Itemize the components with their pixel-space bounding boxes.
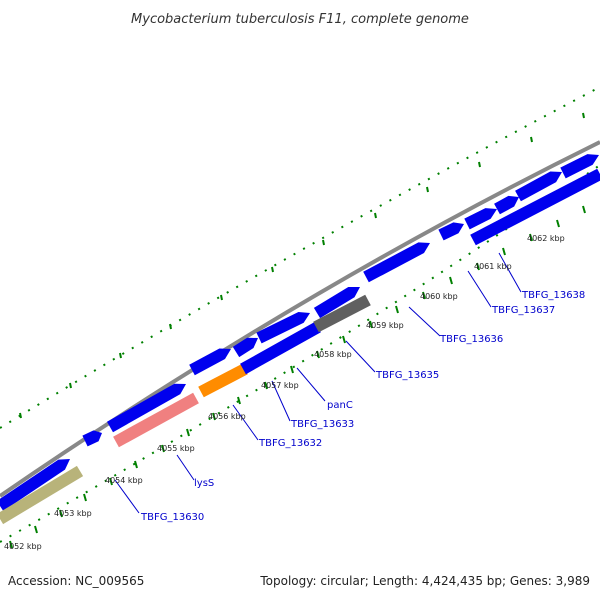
tick-label: 4058 kbp	[314, 350, 352, 359]
gene-label-tbfg-13630[interactable]: TBFG_13630	[140, 512, 204, 523]
scale-tick	[69, 382, 72, 389]
outer-dotted-arc	[0, 86, 600, 429]
genome-stats-text: Topology: circular; Length: 4,424,435 bp…	[259, 574, 590, 588]
scale-tick	[529, 233, 533, 242]
gene-arrow[interactable]	[82, 430, 102, 447]
scale-tick	[264, 381, 268, 390]
gene-features	[0, 154, 600, 525]
scale-tick	[342, 335, 346, 344]
scale-tick	[530, 136, 533, 143]
scale-tick	[9, 540, 13, 549]
scale-tick	[478, 161, 481, 168]
tick-label: 4056 kbp	[208, 412, 246, 421]
scale-tick	[449, 276, 453, 285]
gene-label-tbfg-13633[interactable]: TBFG_13633	[290, 419, 354, 430]
map-title: Mycobacterium tuberculosis F11, complete…	[131, 12, 469, 27]
scale-tick	[582, 112, 585, 119]
gene-arrow[interactable]	[560, 154, 599, 179]
gene-arrow[interactable]	[0, 459, 70, 511]
scale-tick	[186, 428, 190, 437]
gene-label-lyss[interactable]: lysS	[194, 478, 214, 489]
gene-arrow[interactable]	[240, 321, 321, 375]
scale-tick	[556, 219, 560, 228]
tick-label: 4055 kbp	[157, 444, 195, 453]
scale-tick	[19, 412, 22, 419]
tick-label: 4059 kbp	[366, 321, 404, 330]
scale-tick	[83, 493, 87, 502]
gene-arrow[interactable]	[494, 195, 519, 215]
gene-arrow[interactable]	[198, 363, 248, 398]
label-leader-line	[114, 479, 140, 514]
scale-tick	[502, 247, 506, 256]
scale-tick	[119, 352, 122, 359]
accession-text: Accession: NC_009565	[8, 574, 144, 588]
scale-tick	[212, 412, 216, 421]
label-leader-line	[345, 340, 376, 373]
gene-arrow[interactable]	[363, 242, 430, 283]
gene-arrow[interactable]	[113, 392, 199, 448]
gene-label-tbfg-13635[interactable]: TBFG_13635	[375, 370, 439, 381]
gene-arrow[interactable]	[0, 465, 84, 525]
label-leader-line	[296, 367, 326, 402]
scale-tick	[582, 205, 586, 214]
label-leader-line	[176, 454, 195, 481]
gene-label-tbfg-13638[interactable]: TBFG_13638	[521, 290, 585, 301]
scale-tick	[237, 396, 241, 405]
label-leader-line	[498, 252, 522, 293]
scale-tick	[322, 239, 325, 246]
scale-tick	[59, 509, 63, 518]
scale-tick-labels: 4052 kbp 4053 kbp 4054 kbp 4055 kbp 4056…	[4, 234, 565, 551]
label-leader-line	[271, 380, 291, 422]
gene-arrow[interactable]	[470, 168, 600, 246]
gene-label-tbfg-13632[interactable]: TBFG_13632	[258, 438, 322, 449]
label-leader-line	[232, 404, 259, 441]
scale-tick	[426, 186, 429, 193]
tick-label: 4057 kbp	[261, 381, 299, 390]
tick-label: 4061 kbp	[474, 262, 512, 271]
gene-arrow[interactable]	[464, 208, 497, 230]
scale-tick	[374, 212, 377, 219]
gene-arrow[interactable]	[438, 222, 464, 241]
scale-ticks	[9, 112, 586, 549]
tick-label: 4053 kbp	[54, 509, 92, 518]
gene-arrow[interactable]	[107, 383, 186, 433]
gene-label-panc[interactable]: panC	[327, 400, 353, 411]
gene-label-tbfg-13636[interactable]: TBFG_13636	[439, 334, 503, 345]
tick-label: 4052 kbp	[4, 542, 42, 551]
gene-arrow[interactable]	[256, 312, 310, 344]
scale-tick	[271, 266, 274, 273]
scale-tick	[422, 291, 426, 300]
scale-tick	[34, 525, 38, 534]
scale-tick	[290, 365, 294, 374]
scale-tick	[134, 460, 138, 469]
gene-label-tbfg-13637[interactable]: TBFG_13637	[491, 305, 555, 316]
label-leader-line	[467, 270, 492, 308]
scale-tick	[476, 262, 480, 271]
scale-tick	[316, 350, 320, 359]
label-leader-line	[408, 306, 441, 337]
tick-label: 4060 kbp	[420, 292, 458, 301]
scale-tick	[169, 323, 172, 330]
gene-arrow[interactable]	[313, 294, 371, 333]
gene-arrow[interactable]	[515, 171, 562, 202]
scale-tick	[109, 477, 113, 486]
tick-label: 4054 kbp	[105, 476, 143, 485]
gene-arrow[interactable]	[189, 348, 231, 376]
gene-arrow[interactable]	[313, 287, 360, 319]
gene-arrow[interactable]	[232, 337, 258, 358]
scale-tick	[369, 320, 373, 329]
label-leaders	[114, 252, 522, 514]
scale-tick	[161, 444, 165, 453]
gene-labels: TBFG_13630 lysS TBFG_13632 TBFG_13633 pa…	[140, 290, 585, 523]
scale-tick	[395, 305, 399, 314]
tick-label: 4062 kbp	[527, 234, 565, 243]
scale-tick	[220, 294, 223, 301]
